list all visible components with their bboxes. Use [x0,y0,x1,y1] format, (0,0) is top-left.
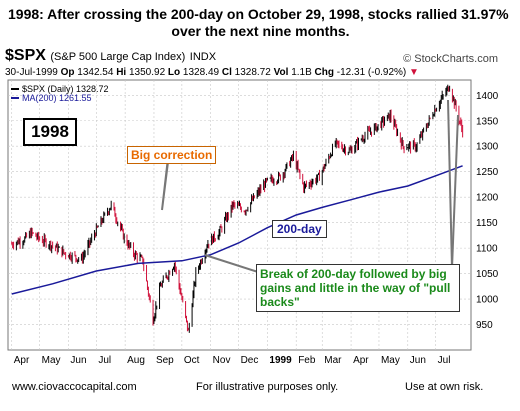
y-tick-label: 1100 [476,244,498,255]
x-tick-label: Jul [98,355,111,366]
x-tick-label: Sep [156,355,174,366]
ticker-header: $SPX (S&P 500 Large Cap Index) INDX [5,47,216,65]
x-tick-label: Jul [438,355,451,366]
200-day-label: 200-day [272,220,327,238]
ticker-symbol: $SPX [5,47,46,64]
y-tick-label: 1400 [476,91,499,102]
ticker-name: (S&P 500 Large Cap Index) [50,51,186,63]
correction-pointer [161,157,169,211]
year-label: 1998 [23,118,77,146]
y-tick-label: 950 [476,320,493,331]
x-tick-label: 1999 [269,355,292,366]
stat-low: 1328.49 [182,67,220,78]
x-tick-label: Jun [70,355,86,366]
x-tick-label: Dec [241,355,259,366]
y-tick-label: 1250 [476,167,499,178]
legend-ma: MA(200) 1261.55 [22,93,92,103]
stat-high: 1350.92 [128,67,166,78]
x-axis-ticks: Apr May Jun Jul Aug Sep Oct Nov Dec 1999 Feb Mar Apr… [14,355,451,366]
x-tick-label: Oct [184,355,200,366]
y-tick-label: 1300 [476,142,499,153]
chart-headline: 1998: After crossing the 200-day on Octo… [8,6,513,40]
stat-low-label: Lo [167,67,181,78]
ma200-line [11,165,463,295]
footer-website: www.ciovaccocapital.com [12,381,137,393]
headline-line-1: 1998: After crossing the 200-day on Octo… [8,6,509,22]
y-axis-ticks: 950 1000 1050 1100 1150 1200 1250 1300 1350 1400 [476,91,499,331]
y-tick-label: 1350 [476,116,499,127]
break-annotation: Break of 200-day followed by big gains a… [256,264,460,312]
stat-date: 30-Jul-1999 [5,67,58,78]
x-tick-label: Jun [410,355,426,366]
x-tick-label: May [381,355,400,366]
x-tick-label: May [42,355,61,366]
x-tick-label: Feb [298,355,316,366]
stat-change: -12.31 (-0.92%) [336,67,407,78]
footer-disclaimer: For illustrative purposes only. [196,381,339,393]
legend: $SPX (Daily) 1328.72 MA(200) 1261.55 [11,84,109,103]
y-tick-label: 1150 [476,218,498,229]
stat-change-label: Chg [314,67,334,78]
x-tick-label: Mar [324,355,342,366]
stat-open-label: Op [60,67,75,78]
break-pointer [204,254,259,273]
stat-close-label: Cl [221,67,232,78]
peak-pointer-b [451,114,459,269]
x-tick-label: Apr [353,355,369,366]
stat-close: 1328.72 [234,67,271,78]
ticker-exchange: INDX [189,51,217,63]
footer-risk: Use at own risk. [405,381,484,393]
stat-open: 1342.54 [77,67,114,78]
callout-pointers [161,99,459,273]
y-tick-label: 1200 [476,193,499,204]
stat-volume: 1.1B [291,67,312,78]
y-tick-label: 1050 [476,269,499,280]
price-bars [11,84,464,333]
stockcharts-copyright: © StockCharts.com [403,53,498,65]
y-tick-label: 1000 [476,295,499,306]
headline-line-2: over the next nine months. [171,23,350,39]
peak-pointer-a [447,99,453,269]
stat-volume-label: Vol [273,67,289,78]
x-tick-label: Nov [213,355,231,366]
legend-price: $SPX (Daily) 1328.72 [22,84,109,94]
big-correction-label: Big correction [127,146,217,164]
price-stats-row: 30-Jul-1999 Op 1342.54 Hi 1350.92 Lo 132… [5,67,419,78]
x-tick-label: Aug [127,355,145,366]
stat-high-label: Hi [116,67,127,78]
down-arrow-icon: ▼ [409,67,419,78]
x-tick-label: Apr [14,355,30,366]
